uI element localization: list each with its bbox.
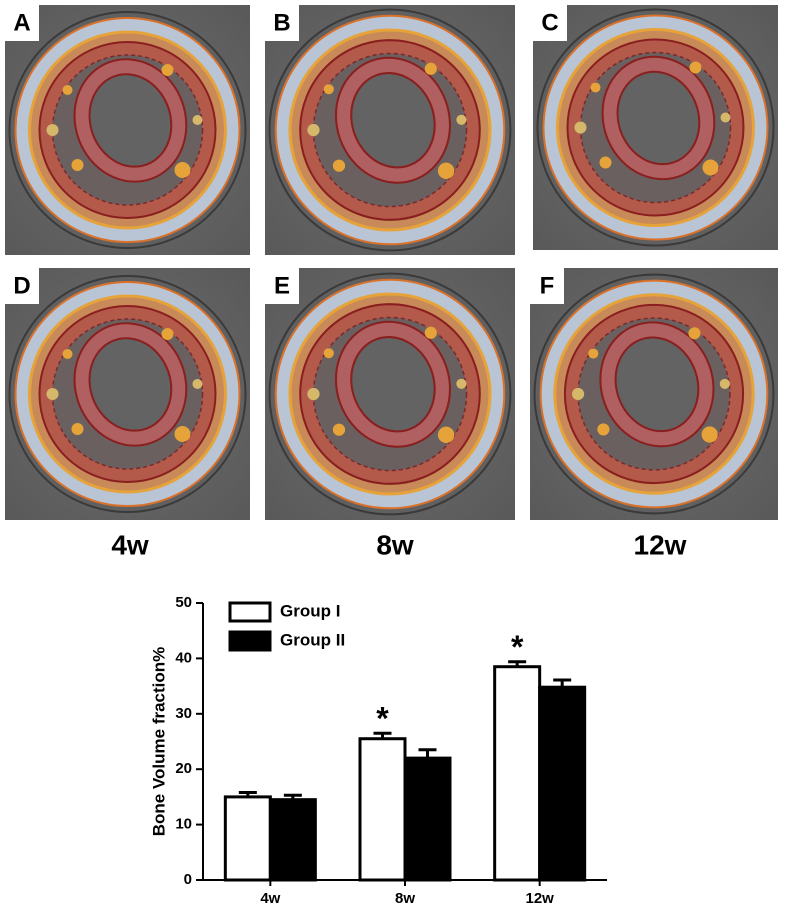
panel-label: E xyxy=(274,272,290,299)
y-tick-label: 10 xyxy=(175,816,192,833)
legend-swatch xyxy=(228,601,272,623)
y-tick-label: 20 xyxy=(175,760,192,777)
y-axis-label: Bone Volume fraction% xyxy=(149,647,168,837)
legend-label: Group I xyxy=(280,601,340,620)
y-tick-label: 40 xyxy=(175,649,192,666)
panel-label-box xyxy=(5,5,39,41)
error-bar xyxy=(418,748,437,759)
panel-label-box xyxy=(530,268,564,304)
bar xyxy=(538,685,587,882)
y-tick-label: 30 xyxy=(175,705,192,722)
x-tick-label: 8w xyxy=(395,890,415,907)
panel-label: A xyxy=(13,9,30,36)
error-bar xyxy=(553,678,572,688)
x-tick-label: 4w xyxy=(260,890,280,907)
error-bar xyxy=(238,790,257,797)
error-bar xyxy=(283,793,302,800)
panel-label-box xyxy=(533,5,567,41)
bar xyxy=(358,737,407,882)
error-bar xyxy=(508,660,527,667)
error-bar xyxy=(373,731,392,739)
panel-label: F xyxy=(540,272,555,299)
panel-label: D xyxy=(13,272,30,299)
panel-label-box xyxy=(265,5,299,41)
panel-label-box xyxy=(5,268,39,304)
x-tick-label: 12w xyxy=(525,890,554,907)
y-tick-label: 50 xyxy=(175,594,192,611)
bar xyxy=(268,798,317,882)
legend-swatch xyxy=(228,630,272,652)
bar xyxy=(223,795,272,882)
significance-mark: * xyxy=(511,629,524,665)
column-label: 12w xyxy=(634,529,687,560)
panel-label-box xyxy=(265,268,299,304)
significance-mark: * xyxy=(376,701,389,737)
column-label: 4w xyxy=(111,529,149,560)
panel-label: C xyxy=(541,9,558,36)
column-label: 8w xyxy=(376,529,414,560)
panel-label: B xyxy=(273,9,290,36)
y-tick-label: 0 xyxy=(184,871,192,888)
bar xyxy=(493,665,542,882)
chart: 0 10 20 30 40 50 Bone Volume fraction% 4w 8w * 12w… xyxy=(149,594,607,907)
legend-label: Group II xyxy=(280,630,345,649)
bar xyxy=(403,756,452,882)
image-panels: A B C D E F 4w 8w 12w xyxy=(5,5,778,560)
